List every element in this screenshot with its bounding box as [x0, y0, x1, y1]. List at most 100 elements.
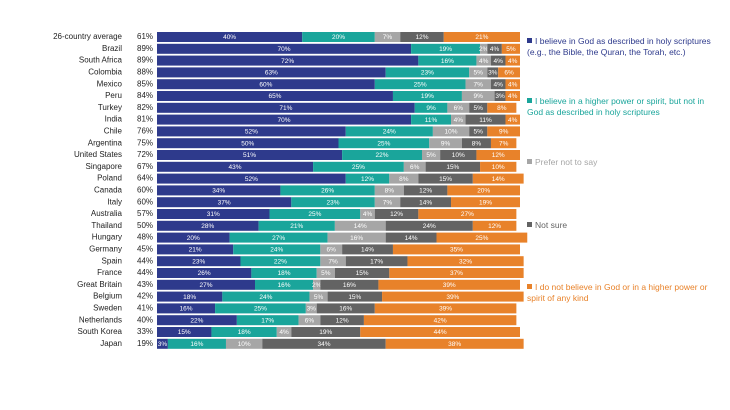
row-total: 84% — [137, 91, 153, 100]
value-label: 32% — [459, 258, 472, 265]
category-label: 26-country average — [53, 32, 122, 41]
value-label: 3% — [495, 93, 505, 100]
category-label: Poland — [97, 174, 122, 183]
value-label: 16% — [190, 341, 203, 348]
bar-segment — [498, 67, 520, 78]
value-label: 7% — [383, 34, 393, 41]
value-label: 15% — [446, 164, 459, 171]
value-label: 52% — [245, 129, 258, 136]
row-total: 81% — [137, 115, 153, 124]
bar-segment — [505, 114, 520, 125]
bar-segment — [505, 79, 520, 90]
value-label: 4% — [508, 117, 518, 124]
bar-segment — [157, 338, 168, 349]
legend-swatch — [527, 159, 532, 164]
value-label: 28% — [201, 223, 214, 230]
bar-segment — [360, 209, 375, 219]
value-label: 8% — [399, 176, 409, 183]
value-label: 19% — [319, 329, 332, 336]
value-label: 22% — [190, 317, 203, 324]
value-label: 22% — [376, 152, 389, 159]
bar-segment — [320, 315, 364, 326]
bar-segment — [276, 327, 292, 337]
bar-segment — [389, 268, 524, 278]
value-label: 14% — [361, 247, 374, 254]
value-label: 12% — [336, 317, 349, 324]
legend-swatch — [527, 284, 532, 289]
value-label: 9% — [499, 129, 509, 136]
bar-segment — [157, 291, 223, 302]
value-label: 7% — [383, 199, 393, 206]
row-total: 41% — [137, 304, 153, 313]
category-label: Australia — [91, 209, 123, 218]
value-label: 23% — [327, 199, 340, 206]
bar-segment — [385, 338, 524, 349]
row-total: 67% — [137, 162, 153, 171]
value-label: 50% — [241, 140, 254, 147]
value-label: 4% — [494, 81, 504, 88]
value-label: 25% — [254, 306, 267, 313]
bar-segment — [157, 161, 314, 172]
value-label: 20% — [187, 235, 200, 242]
bar-segment — [490, 138, 517, 149]
legend-label: I believe in a higher power or spirit, b… — [527, 96, 705, 117]
value-label: 72% — [281, 58, 294, 65]
value-label: 63% — [265, 70, 278, 77]
value-label: 35% — [450, 247, 463, 254]
value-label: 15% — [439, 176, 452, 183]
bar-segment — [316, 268, 335, 278]
bar-segment — [157, 244, 234, 255]
bar-segment — [157, 256, 241, 267]
row-total: 44% — [137, 268, 153, 277]
bar-segment — [461, 138, 491, 149]
bar-segment — [421, 150, 441, 160]
value-label: 15% — [178, 329, 191, 336]
bar-segment — [258, 220, 335, 231]
value-label: 18% — [278, 270, 291, 277]
category-label: Netherlands — [79, 315, 122, 324]
bar-segment — [392, 91, 462, 101]
bar-segment — [291, 197, 375, 208]
category-label: Mexico — [97, 79, 123, 88]
value-label: 15% — [356, 270, 369, 277]
bar-segment — [392, 244, 520, 255]
bar-segment — [480, 161, 517, 172]
bar-segment — [157, 220, 259, 231]
bar-segment — [403, 185, 448, 196]
row-total: 43% — [137, 280, 153, 289]
value-label: 11% — [479, 117, 492, 124]
bar-segment — [157, 268, 252, 278]
value-label: 40% — [223, 34, 236, 41]
value-label: 8% — [472, 140, 482, 147]
category-label: India — [105, 115, 123, 124]
bar-segment — [157, 232, 230, 243]
bar-segment — [472, 220, 517, 231]
bar-segment — [157, 185, 281, 196]
row-total: 44% — [137, 256, 153, 265]
bar-segment — [374, 197, 401, 208]
category-label: Colombia — [88, 68, 122, 77]
value-label: 21% — [475, 34, 488, 41]
category-label: Great Britain — [77, 280, 122, 289]
row-total: 89% — [137, 44, 153, 53]
legend-item: Not sure — [527, 220, 722, 231]
bar-segment — [447, 185, 520, 196]
value-label: 26% — [198, 270, 211, 277]
bar-segment — [157, 303, 216, 314]
bar-segment — [440, 150, 477, 160]
bar-segment — [309, 291, 328, 302]
bar-segment — [425, 161, 481, 172]
bar-segment — [418, 173, 473, 184]
value-label: 7% — [474, 81, 484, 88]
row-total: 45% — [137, 245, 153, 254]
bar-segment — [222, 291, 310, 302]
bar-segment — [157, 32, 303, 42]
value-label: 20% — [332, 34, 345, 41]
value-label: 23% — [192, 258, 205, 265]
bar-segment — [157, 91, 393, 101]
row-total: 75% — [137, 138, 153, 147]
bar-segment — [476, 150, 520, 160]
bar-segment — [490, 55, 506, 66]
value-label: 9% — [474, 93, 484, 100]
bar-segment — [487, 102, 517, 113]
